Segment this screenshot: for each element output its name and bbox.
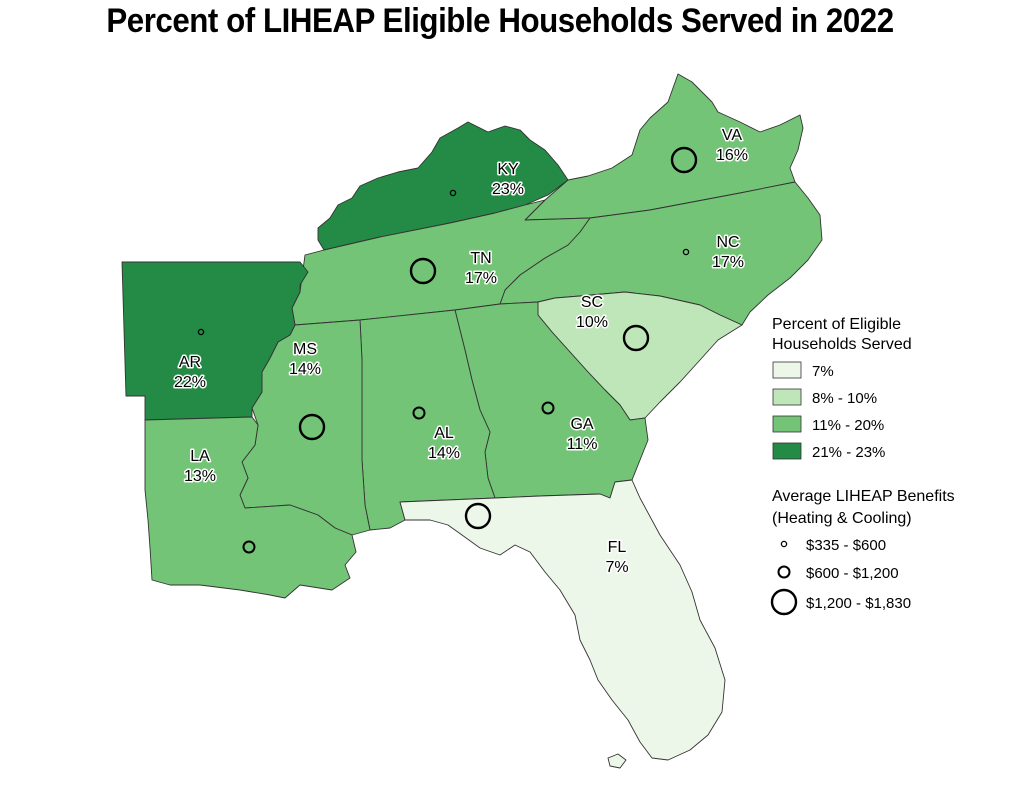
benefit-symbol-la[interactable] [242,540,256,554]
states-layer [121,73,823,769]
legend-symbol-medium [777,565,791,579]
legend-symbol-label-medium: $600 - $1,200 [806,565,899,582]
state-percent-ky: 23% [492,181,524,198]
state-fl-keys [607,753,627,769]
state-label-tn: TN [470,250,491,267]
state-percent-nc: 17% [712,254,744,271]
legend-symbol-label-large: $1,200 - $1,830 [806,595,911,612]
state-percent-al: 14% [428,445,460,462]
state-label-fl: FL [608,539,627,556]
legend-benefits-title-1: Average LIHEAP Benefits [772,488,955,505]
legend-percent-title-1: Percent of Eligible [772,316,901,333]
state-percent-ar: 22% [174,374,206,391]
state-percent-ga: 11% [567,436,598,453]
state-percent-tn: 17% [465,270,497,287]
benefit-symbol-nc[interactable] [682,248,690,256]
legend-label-11-20: 11% - 20% [812,417,884,434]
state-label-al: AL [434,425,454,442]
legend-label-7: 7% [812,363,834,380]
legend-symbol-large [770,588,798,616]
legend-percent: Percent of Eligible Households Served 7%… [772,316,912,461]
legend-benefits: Average LIHEAP Benefits (Heating & Cooli… [770,488,955,616]
state-label-sc: SC [581,294,603,311]
state-label-ga: GA [570,416,593,433]
state-label-va: VA [722,127,742,144]
legend-percent-title-2: Households Served [772,336,912,353]
state-percent-fl: 7% [605,559,628,576]
legend-swatch-21-23 [772,442,802,460]
state-label-ky: KY [497,161,519,178]
benefit-symbol-va[interactable] [670,146,698,174]
state-label-ar: AR [179,354,201,371]
symbols-layer [197,146,698,554]
state-label-ms: MS [293,341,317,358]
legend-label-8-10: 8% - 10% [812,390,877,407]
legend-swatch-7 [772,361,802,379]
state-fl[interactable] [399,479,726,761]
legend-symbol-small [780,540,788,548]
labels-layer: VA 16% KY 23% TN 17% NC 17% SC 10% AR 22% MS 14% AL 14%… [172,126,749,578]
state-label-nc: NC [716,234,739,251]
benefit-symbol-al[interactable] [412,406,426,420]
benefit-symbol-ky[interactable] [449,189,457,197]
map-title: Percent of LIHEAP Eligible Households Se… [106,2,894,40]
legend-label-21-23: 21% - 23% [812,444,885,461]
state-percent-ms: 14% [289,361,321,378]
state-la[interactable] [144,416,357,599]
state-percent-va: 16% [716,147,748,164]
benefit-symbol-ar[interactable] [197,328,205,336]
state-percent-la: 13% [184,468,216,485]
benefit-symbol-sc[interactable] [622,324,650,352]
benefit-symbol-fl[interactable] [464,502,492,530]
state-percent-sc: 10% [576,314,608,331]
benefit-symbol-ms[interactable] [298,413,326,441]
benefit-symbol-tn[interactable] [409,257,437,285]
legend-benefits-title-2: (Heating & Cooling) [772,510,912,527]
state-label-la: LA [190,448,210,465]
legend-symbol-label-small: $335 - $600 [806,537,886,554]
benefit-symbol-ga[interactable] [541,401,555,415]
legend-swatch-8-10 [772,388,802,406]
legend-swatch-11-20 [772,415,802,433]
